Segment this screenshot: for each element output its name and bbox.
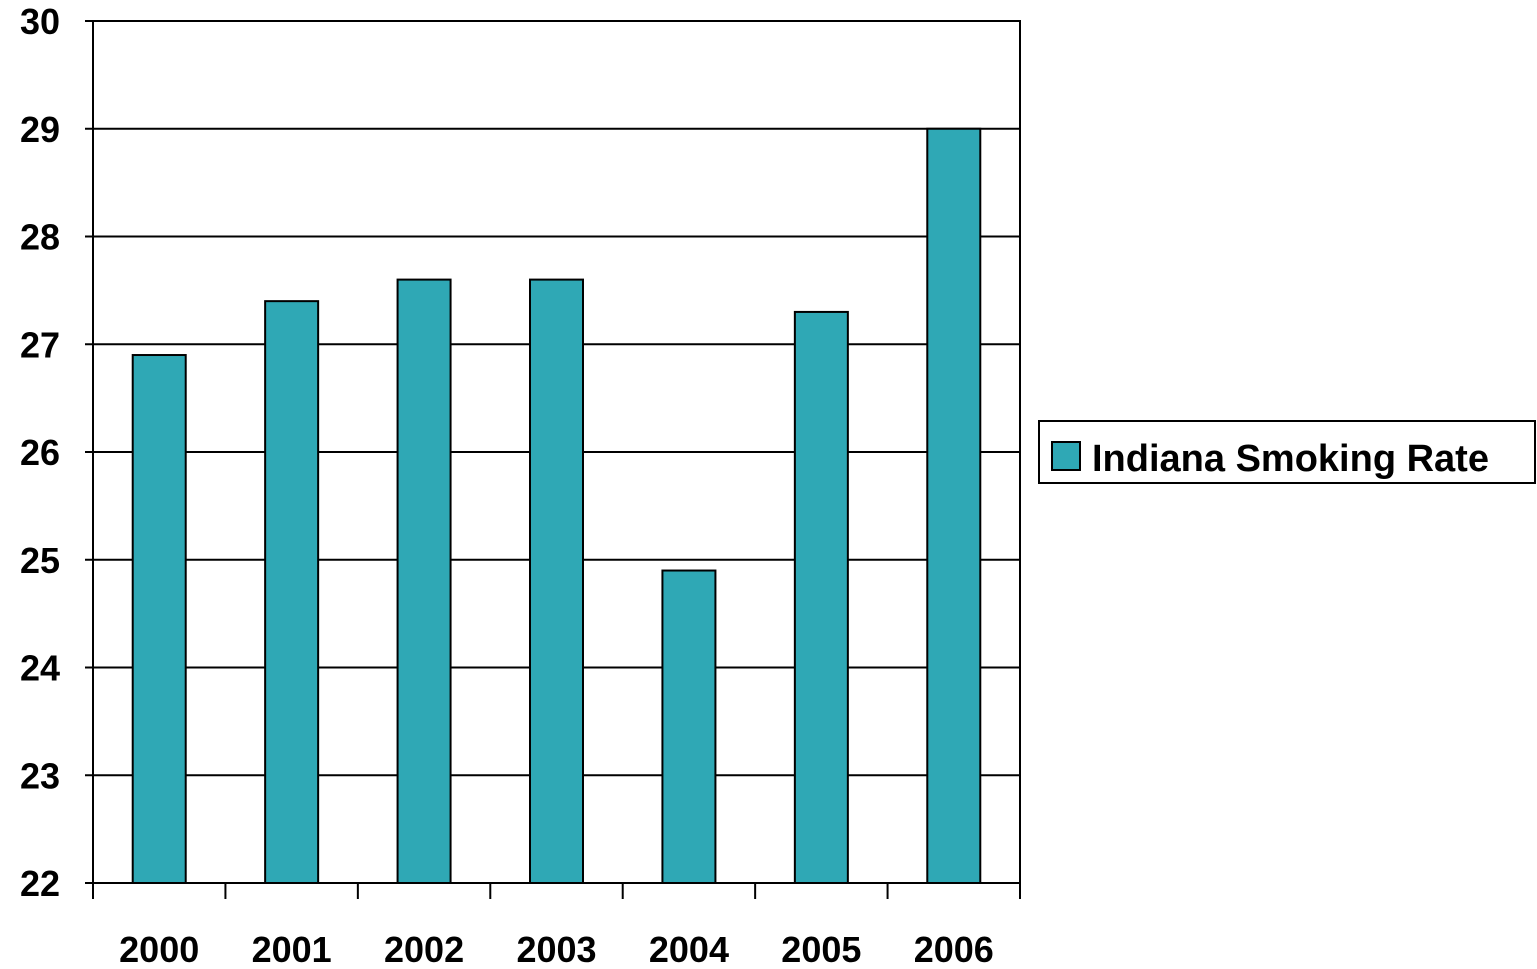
- bar-2001: [264, 300, 320, 884]
- y-tick-label: 29: [20, 109, 60, 150]
- x-tick-label: 2006: [914, 929, 994, 969]
- bar-2003: [529, 278, 584, 885]
- legend-swatch: [1051, 441, 1081, 471]
- bar-2000: [131, 354, 187, 884]
- y-tick-label: 23: [20, 755, 60, 796]
- y-tick-label: 28: [20, 217, 60, 258]
- bar-2004: [661, 569, 717, 885]
- x-axis-tick-labels: 2000 2001 2002 2003 2004 2005 2006: [119, 929, 994, 969]
- y-tick-label: 30: [20, 1, 60, 42]
- x-tick-label: 2001: [252, 929, 332, 969]
- bar-2006: [926, 127, 982, 884]
- plot-frame: [92, 20, 1021, 884]
- bars: [131, 127, 982, 885]
- y-axis-tick-labels: 22 23 24 25 26 27 28 29 30: [20, 1, 60, 904]
- x-tick-label: 2000: [119, 929, 199, 969]
- bar-2005: [793, 310, 849, 884]
- y-tick-label: 22: [20, 863, 60, 904]
- legend: Indiana Smoking Rate: [1038, 420, 1536, 484]
- legend-label: Indiana Smoking Rate: [1092, 438, 1489, 480]
- y-tick-label: 25: [20, 540, 60, 581]
- y-tick-label: 24: [20, 648, 60, 689]
- bar-2002: [396, 278, 452, 885]
- y-tick-label: 27: [20, 324, 60, 365]
- x-tick-label: 2005: [781, 929, 861, 969]
- axes: [85, 20, 1021, 899]
- legend-frame: [1038, 420, 1536, 484]
- y-tick-label: 26: [20, 432, 60, 473]
- x-tick-label: 2002: [384, 929, 464, 969]
- x-tick-label: 2004: [649, 929, 729, 969]
- x-tick-label: 2003: [516, 929, 596, 969]
